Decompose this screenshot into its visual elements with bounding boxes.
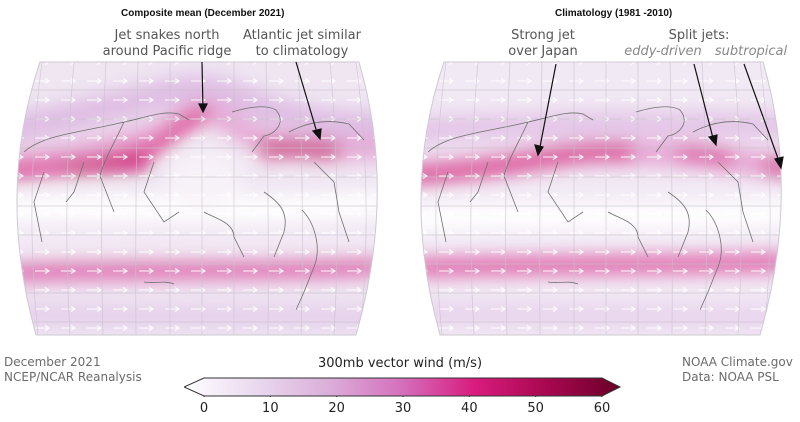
annotation-split-jets: Split jets: xyxy=(668,28,730,43)
left-panel-title: Composite mean (December 2021) xyxy=(121,8,285,19)
colorbar-tick-label: 50 xyxy=(527,401,544,416)
colorbar-tick-label: 30 xyxy=(394,401,412,416)
colorbar-tick-label: 0 xyxy=(199,401,209,416)
map-december-2021 xyxy=(16,61,378,336)
colorbar-tick-label: 10 xyxy=(262,401,279,416)
annotation-eddy-driven: eddy-driven xyxy=(624,44,702,59)
source-credit-left: December 2021 NCEP/NCAR Reanalysis xyxy=(4,355,142,384)
right-panel-title: Climatology (1981 -2010) xyxy=(555,8,673,19)
annotation-japan-jet: Strong jet over Japan xyxy=(508,28,578,59)
colorbar xyxy=(184,377,622,397)
colorbar-title: 300mb vector wind (m/s) xyxy=(317,356,483,371)
map-climatology-1981-2010 xyxy=(420,61,784,336)
annotation-subtropical: subtropical xyxy=(714,44,788,59)
annotation-pacific-ridge: Jet snakes north around Pacific ridge xyxy=(102,28,232,59)
colorbar-tick-label: 60 xyxy=(593,401,611,416)
colorbar-tick-label: 40 xyxy=(461,401,478,416)
colorbar-gradient xyxy=(184,377,622,397)
colorbar-tick-label: 20 xyxy=(328,401,345,416)
annotation-atlantic-jet: Atlantic jet similar to climatology xyxy=(243,28,361,59)
source-credit-right: NOAA Climate.gov Data: NOAA PSL xyxy=(682,355,793,384)
